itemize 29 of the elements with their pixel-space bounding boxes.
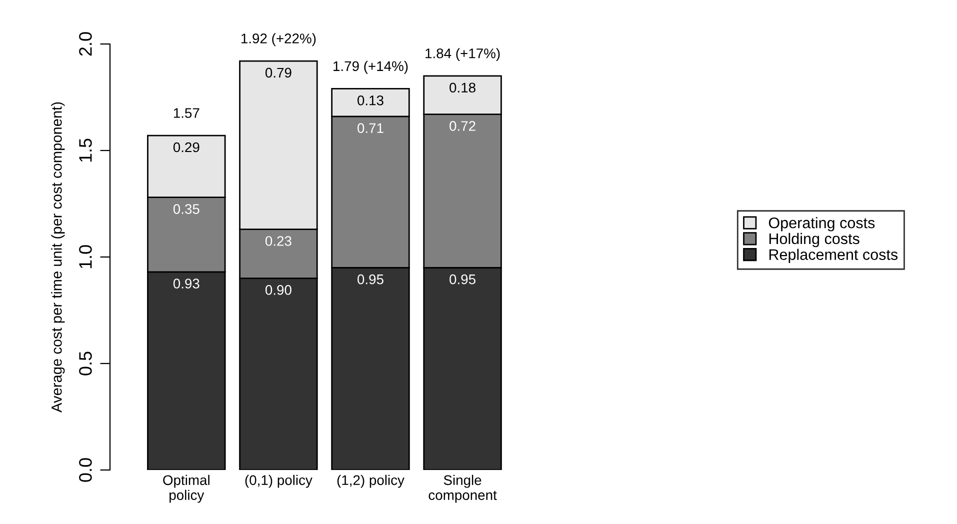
total-label: 1.79 (+14%) xyxy=(334,60,408,74)
data-label: 0.29 xyxy=(173,142,200,152)
legend-label: Replacement costs xyxy=(769,248,898,264)
data-label: 0.18 xyxy=(450,82,476,93)
y-tick-label: 0.5 xyxy=(79,352,92,376)
total-label: 1.57 xyxy=(174,108,200,118)
x-tick-label: (0,1) policy xyxy=(245,474,312,488)
total-label: 1.92 (+22%) xyxy=(241,33,316,46)
x-tick-label: Single component xyxy=(428,474,497,503)
data-label: 0.95 xyxy=(450,274,476,284)
legend-label: Operating costs xyxy=(768,217,875,232)
y-tick-label: 0.0 xyxy=(79,458,92,482)
y-axis-title: Average cost per time unit (per cost component) xyxy=(51,102,65,412)
data-label: 0.71 xyxy=(358,123,384,134)
x-tick-label: Optimal policy xyxy=(163,474,210,503)
data-label: 0.23 xyxy=(265,236,292,246)
total-label: 1.84 (+17%) xyxy=(426,48,500,62)
legend-label: Holding costs xyxy=(769,232,860,248)
y-tick-label: 1.5 xyxy=(79,138,92,162)
data-label: 0.13 xyxy=(358,95,384,106)
data-label: 0.93 xyxy=(173,278,200,288)
data-label: 0.95 xyxy=(358,274,384,284)
data-label: 0.72 xyxy=(450,121,476,131)
x-tick-label: (1,2) policy xyxy=(337,474,404,488)
y-tick-label: 2.0 xyxy=(79,32,92,56)
y-tick-label: 1.0 xyxy=(79,245,92,268)
data-label: 0.90 xyxy=(265,285,292,295)
data-label: 0.79 xyxy=(265,68,292,78)
data-label: 0.35 xyxy=(173,204,200,214)
